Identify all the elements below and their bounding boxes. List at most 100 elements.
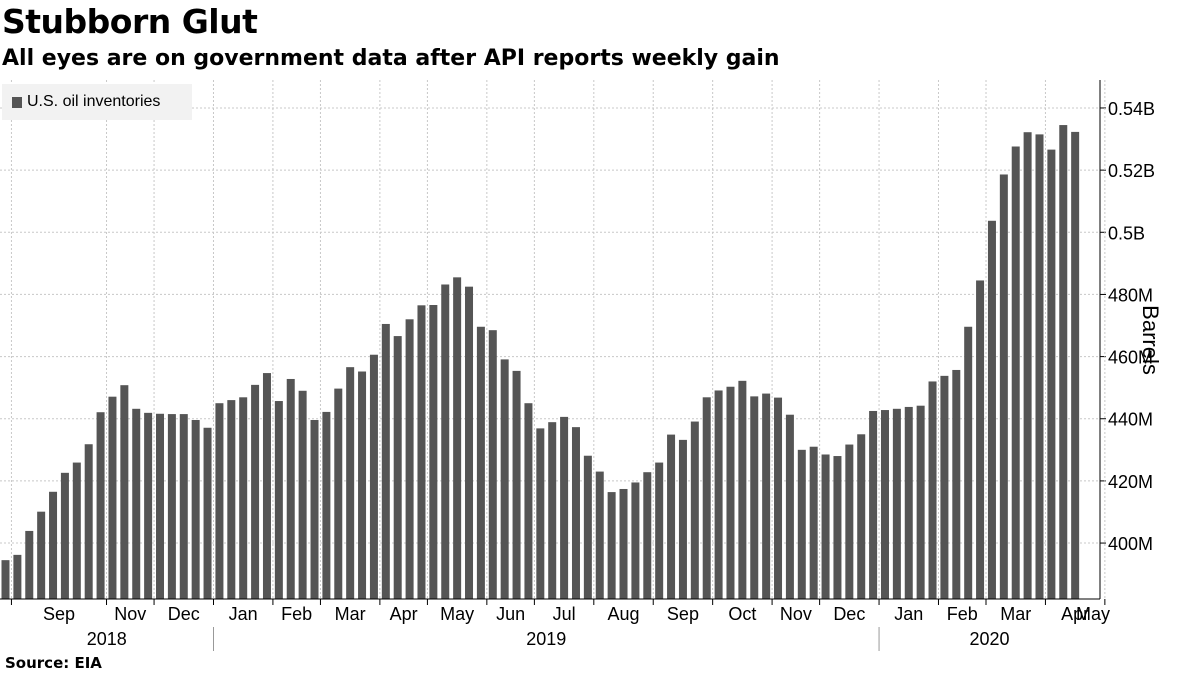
x-month-label: Sep (43, 604, 75, 624)
bar (108, 396, 117, 599)
bar (1023, 132, 1032, 599)
bar (369, 354, 378, 599)
bar (310, 419, 319, 599)
x-month-label: Mar (1000, 604, 1031, 624)
bar (548, 422, 557, 599)
bar (833, 456, 842, 599)
x-month-label: May (440, 604, 474, 624)
bar (916, 405, 925, 599)
bar (358, 371, 367, 599)
x-month-label: Dec (833, 604, 865, 624)
bar (417, 305, 426, 599)
bar (72, 462, 81, 599)
bar (37, 511, 46, 599)
bar (298, 390, 307, 599)
y-tick-label: 480M (1108, 285, 1153, 305)
bar (381, 323, 390, 599)
bar (678, 439, 687, 599)
y-tick-label: 0.52B (1108, 161, 1155, 181)
bar (49, 491, 58, 599)
bar (500, 359, 509, 599)
bar (215, 403, 224, 599)
x-year-label: 2018 (87, 629, 127, 649)
bar (132, 408, 141, 599)
y-tick-label: 420M (1108, 472, 1153, 492)
x-month-label: Sep (667, 604, 699, 624)
bar (821, 454, 830, 599)
bar (262, 373, 271, 599)
bar (488, 330, 497, 599)
chart-title: Stubborn Glut (2, 2, 258, 41)
x-month-label: Aug (608, 604, 640, 624)
bar (405, 319, 414, 599)
bar (203, 427, 212, 599)
y-axis-label: Barrels (1138, 305, 1163, 375)
chart-subtitle: All eyes are on government data after AP… (2, 46, 780, 71)
bar (1011, 146, 1020, 599)
bar (643, 472, 652, 599)
x-month-label: Feb (281, 604, 312, 624)
bar (60, 472, 69, 599)
bar (322, 411, 331, 599)
bar (84, 444, 93, 599)
x-month-label: Mar (335, 604, 366, 624)
y-tick-label: 440M (1108, 410, 1153, 430)
bar (13, 554, 22, 599)
bar (560, 416, 569, 599)
bar (1047, 149, 1056, 599)
bar (869, 410, 878, 599)
bar (512, 370, 521, 599)
y-tick-label: 0.5B (1108, 223, 1145, 243)
bar (441, 284, 450, 599)
bar (191, 419, 200, 599)
legend-swatch (12, 96, 22, 108)
bar (845, 444, 854, 599)
source-note: Source: EIA (5, 654, 102, 672)
bar (476, 326, 485, 599)
bar (227, 400, 236, 599)
bar (465, 286, 474, 599)
bar (524, 403, 533, 599)
bar (1071, 131, 1080, 599)
bar (607, 492, 616, 599)
bar (655, 462, 664, 599)
x-month-label: Oct (728, 604, 756, 624)
bar (144, 412, 153, 599)
x-month-label: Dec (168, 604, 200, 624)
bar (702, 397, 711, 599)
bar (904, 406, 913, 599)
bar (892, 408, 901, 599)
bar (631, 482, 640, 599)
bar (714, 390, 723, 599)
x-year-label: 2020 (970, 629, 1010, 649)
bar (785, 414, 794, 599)
bar (952, 369, 961, 599)
bar (987, 220, 996, 599)
bar (393, 336, 402, 599)
x-month-label: Jan (229, 604, 258, 624)
bar (797, 449, 806, 599)
y-tick-label: 460M (1108, 348, 1153, 368)
bar (96, 412, 105, 599)
bar (999, 174, 1008, 599)
bar (940, 375, 949, 599)
bar (583, 455, 592, 599)
x-month-label: Apr (1061, 604, 1089, 624)
x-month-label: May (1076, 604, 1110, 624)
bar (738, 380, 747, 599)
bar (1035, 134, 1044, 599)
bar (251, 384, 260, 599)
bar (928, 381, 937, 599)
x-month-label: Jan (894, 604, 923, 624)
bar (120, 385, 129, 599)
bar (453, 277, 462, 599)
legend: U.S. oil inventories (2, 84, 192, 120)
bar (750, 396, 759, 599)
x-year-label: 2019 (526, 629, 566, 649)
legend-label: U.S. oil inventories (27, 93, 161, 110)
bar (774, 397, 783, 599)
bar (429, 305, 438, 599)
bar (619, 488, 628, 599)
bar (179, 414, 188, 599)
